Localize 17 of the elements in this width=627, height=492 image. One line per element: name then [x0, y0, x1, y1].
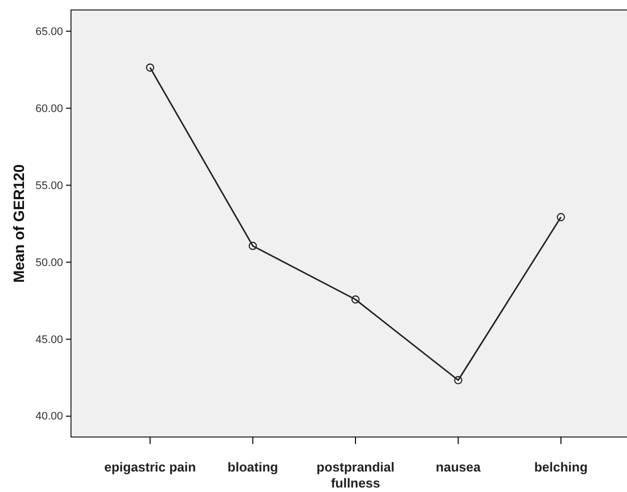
x-tick-label: belching: [534, 460, 588, 475]
x-tick-label: postprandial fullness: [316, 460, 395, 490]
point: [351, 295, 360, 304]
y-axis-title: Mean of GER120: [11, 164, 28, 283]
x-tick-label: bloating: [228, 460, 278, 475]
y-tick-label: 55.00: [35, 180, 63, 192]
y-tick-label: 50.00: [35, 256, 63, 269]
point: [556, 213, 566, 222]
x-tick-label: epigastric pain: [104, 460, 196, 475]
x-tick-label: nausea: [436, 460, 482, 475]
point: [454, 376, 462, 384]
y-tick-label: 40.00: [35, 410, 63, 423]
y-tick-label: 45.00: [35, 334, 63, 346]
point: [248, 242, 257, 250]
y-tick-label: 60.00: [35, 102, 63, 115]
y-tick-label: 65.00: [35, 26, 63, 38]
point: [146, 63, 154, 72]
